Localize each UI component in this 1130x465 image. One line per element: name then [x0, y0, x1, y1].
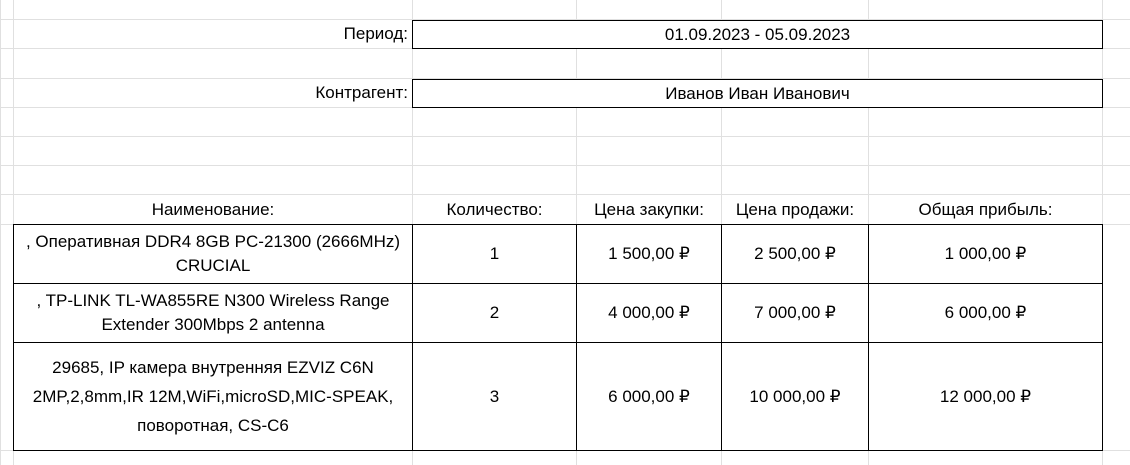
header-sell-price: Цена продажи: [735, 199, 855, 219]
table-row-qty[interactable]: 2 [412, 283, 577, 343]
table-row-name[interactable]: , Оперативная DDR4 8GB PC-21300 (2666MHz… [13, 224, 413, 284]
table-row-sell[interactable]: 7 000,00 ₽ [721, 283, 869, 343]
period-label: Период: [343, 24, 408, 43]
table-row-profit[interactable]: 1 000,00 ₽ [868, 224, 1103, 284]
table-row-name[interactable]: 29685, IP камера внутренняя EZVIZ C6N 2M… [13, 342, 413, 451]
table-row-buy[interactable]: 4 000,00 ₽ [576, 283, 722, 343]
counterparty-value-cell[interactable]: Иванов Иван Иванович [412, 79, 1103, 108]
table-row-buy[interactable]: 1 500,00 ₽ [576, 224, 722, 284]
table-row-profit[interactable]: 12 000,00 ₽ [868, 342, 1103, 451]
table-row-name[interactable]: , TP-LINK TL-WA855RE N300 Wireless Range… [13, 283, 413, 343]
table-row-sell[interactable]: 10 000,00 ₽ [721, 342, 869, 451]
header-profit: Общая прибыль: [918, 199, 1053, 219]
table-row-qty[interactable]: 1 [412, 224, 577, 284]
table-row-sell[interactable]: 2 500,00 ₽ [721, 224, 869, 284]
table-row-buy[interactable]: 6 000,00 ₽ [576, 342, 722, 451]
table-row-qty[interactable]: 3 [412, 342, 577, 451]
period-value-cell[interactable]: 01.09.2023 - 05.09.2023 [412, 20, 1103, 49]
header-qty: Количество: [446, 199, 543, 219]
counterparty-label: Контрагент: [315, 83, 408, 102]
header-name: Наименование: [151, 199, 275, 219]
table-row-profit[interactable]: 6 000,00 ₽ [868, 283, 1103, 343]
header-buy-price: Цена закупки: [594, 199, 704, 219]
